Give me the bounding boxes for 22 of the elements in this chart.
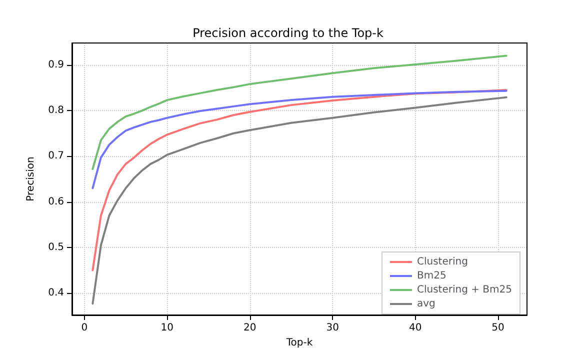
line-series	[92, 54, 508, 170]
x-tick-label: 20	[243, 322, 256, 334]
line-series	[92, 89, 508, 272]
y-tick-label: 0.9	[48, 59, 64, 70]
y-tick-label: 0.8	[48, 105, 64, 116]
legend-label: Clustering + Bm25	[416, 284, 512, 296]
x-tick-label: 0	[81, 322, 88, 334]
x-axis-title: Top-k	[285, 337, 313, 348]
legend-label: Clustering	[416, 256, 468, 268]
y-axis-title: Precision	[26, 156, 36, 202]
x-tick-label: 10	[160, 322, 174, 334]
x-tick-label: 50	[492, 322, 504, 334]
x-tick-label: 30	[326, 322, 339, 334]
legend-label: avg	[416, 298, 436, 310]
y-tick-label: 0.4	[48, 288, 64, 299]
chart-title: Precision according to the Top-k	[192, 26, 384, 40]
y-tick-label: 0.6	[48, 196, 64, 208]
y-tick-label: 0.7	[48, 150, 64, 162]
legend-label: Bm25	[416, 270, 446, 282]
x-tick-label: 40	[408, 322, 422, 334]
y-tick-label: 0.5	[48, 242, 64, 253]
line-series	[92, 90, 508, 190]
